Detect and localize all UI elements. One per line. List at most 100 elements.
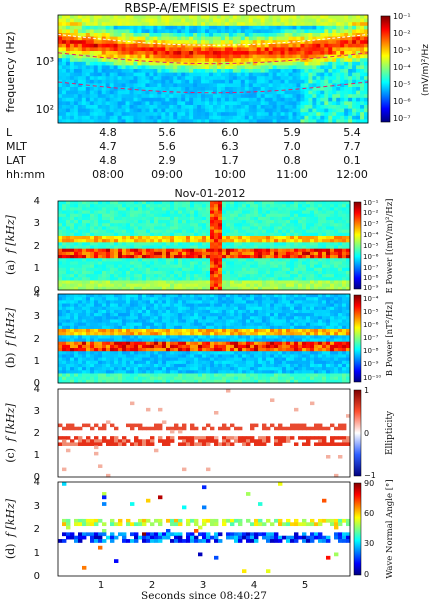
panel-b-cell [66,303,71,308]
spectrogram-cell [169,97,174,102]
panel-b-cell [62,303,67,308]
panel-a-cell [162,226,167,231]
spectrogram-cell [312,51,317,55]
spectrogram-cell [137,105,142,109]
panel-a-cell [270,220,275,224]
spectrogram-cell [316,101,321,106]
spectrogram-cell [169,87,174,91]
panel-a-cell [202,229,207,234]
spectrogram-cell [288,69,293,73]
panel-a-cell [118,267,123,272]
panel-a-cell [290,255,295,259]
panel-b-cell [74,341,79,346]
panel-b-cell [122,300,127,304]
panel-a-cell [242,248,247,253]
panel-a-cell [234,204,239,208]
spectrogram-cell [89,119,95,124]
panel-a-cell [82,239,87,243]
panel-b-cell [106,313,111,317]
spectrogram-cell [260,87,266,91]
panel-a-cell [298,239,303,243]
panel-a-cell [98,207,103,211]
spectrogram-cell [308,112,313,117]
spectrogram-cell [149,87,154,91]
spectrogram-cell [197,108,202,113]
panel-a-cell [246,280,251,285]
panel-a-cell [322,201,327,205]
spectrogram-cell [81,47,87,52]
spectrogram-cell [328,108,333,113]
spectrogram-cell [352,54,357,59]
stacked-panels: (a) f [kHz] 0 1 2 3 4 10⁻¹ 10⁻² 10⁻³ 10⁻… [4,196,395,600]
spectrogram-cell [157,65,162,70]
panel-a-cell [210,229,215,234]
panel-a-cell [218,223,223,227]
spectrogram-cell [316,65,321,70]
spectrogram-cell [125,40,130,45]
spectrogram-cell [89,51,95,55]
panel-b-cell [62,354,67,358]
spectrogram-cell [185,40,190,45]
spectrogram-cell [324,94,329,99]
spectrogram-cell [304,97,309,102]
panel-a-cell [142,229,147,234]
spectrogram-cell [300,58,305,63]
spectrogram-cell [284,94,289,99]
panel-b-cell [62,316,67,320]
panel-a-cell [190,213,195,218]
panel-a-cell [138,280,143,285]
panel-a-cell [158,223,163,227]
panel-a-cell [178,264,183,269]
panel-a-cell [142,270,147,275]
spectrogram-cell [264,94,270,99]
spectrogram-cell [85,61,91,66]
panel-a-cell [130,210,135,215]
panel-a-cell [246,258,251,262]
spectrogram-cell [312,54,317,59]
panel-a-cell [122,255,127,259]
panel-a-cell [166,264,171,269]
ephem-value: 7.7 [343,140,361,153]
spectrogram-cell [69,18,75,23]
spectrogram-cell [312,119,317,124]
spectrogram-cell [137,112,142,117]
panel-a-cell [78,201,83,205]
spectrogram-cell [157,51,162,55]
spectrogram-cell [280,90,285,95]
spectrogram-cell [236,33,242,37]
spectrogram-cell [308,69,313,73]
panel-b-cell [66,325,71,330]
panel-a-cell [334,204,339,208]
spectrogram-cell [209,51,214,55]
panel-b-cell [122,338,127,343]
panel-a-cell [162,216,167,221]
panel-a-cell [62,201,67,205]
spectrogram-cell [65,29,71,34]
spectrogram-cell [304,119,309,124]
panel-a-cell [318,270,323,275]
spectrogram-cell [213,43,218,48]
spectrogram-cell [232,87,238,91]
panel-a-cell [62,242,67,246]
panel-a-cell [150,207,155,211]
spectrogram-cell [113,36,119,41]
spectrogram-cell [344,101,349,106]
panel-a-cell [134,255,139,259]
spectrogram-cell [165,15,170,19]
spectrogram-cell [93,79,99,84]
spectrogram-cell [260,43,266,48]
panel-b-cell [130,325,135,330]
panel-a-cell [266,210,271,215]
panel-a-cell [246,242,251,246]
panel-b-cell [110,300,115,304]
panel-a-cell [106,255,111,259]
panel-a-cell [138,251,143,256]
spectrogram-cell [201,90,206,95]
panel-a-cell [86,286,91,291]
spectrogram-cell [153,108,158,113]
spectrogram-cell [220,65,226,70]
panel-b-cell [58,351,63,355]
spectrogram-cell [125,29,130,34]
spectrogram-cell [284,79,289,84]
spectrogram-cell [316,58,321,63]
